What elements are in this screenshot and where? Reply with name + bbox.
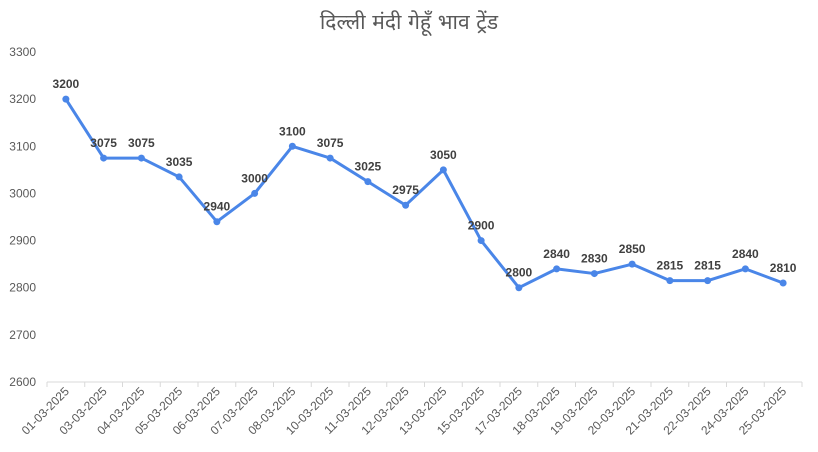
data-label: 3000 (241, 171, 268, 185)
data-point (62, 95, 70, 103)
y-axis: 2600 2700 2800 2900 3000 3100 3200 3300 (9, 45, 36, 389)
data-point (590, 270, 598, 278)
data-point (553, 265, 561, 273)
data-point (439, 166, 447, 174)
data-label: 3100 (279, 124, 306, 138)
data-label: 3025 (355, 160, 382, 174)
data-point (100, 154, 108, 162)
series-layer (62, 95, 787, 292)
data-label: 2840 (543, 247, 570, 261)
data-labels: 3200 3075 3075 3035 2940 3000 3100 3075 3025 2975… (53, 77, 797, 280)
data-point (402, 201, 410, 209)
data-point (477, 237, 485, 245)
data-label: 2815 (694, 259, 721, 273)
data-label: 3075 (317, 136, 344, 150)
data-label: 2815 (657, 259, 684, 273)
chart-title: दिल्ली मंदी गेहूँ भाव ट्रेंड (319, 10, 499, 34)
data-label: 3035 (166, 155, 193, 169)
data-label: 2800 (506, 266, 533, 280)
y-tick-label: 3000 (9, 186, 36, 200)
y-tick-label: 2600 (9, 375, 36, 389)
data-point (364, 178, 372, 186)
data-point (251, 189, 259, 197)
data-point (666, 277, 674, 285)
data-point (741, 265, 749, 273)
x-axis: 01-03-202503-03-202504-03-202505-03-2025… (19, 382, 803, 438)
data-label: 2900 (468, 219, 495, 233)
data-point (628, 260, 636, 268)
data-label: 2940 (204, 200, 231, 214)
series-line (64, 98, 784, 290)
y-tick-label: 3100 (9, 139, 36, 153)
data-point (326, 154, 334, 162)
data-label: 2830 (581, 252, 608, 266)
data-label: 2840 (732, 247, 759, 261)
y-tick-label: 2900 (9, 234, 36, 248)
y-tick-label: 3300 (9, 45, 36, 59)
data-point (213, 218, 221, 226)
data-label: 3075 (128, 136, 155, 150)
data-point (515, 284, 523, 292)
data-point (175, 173, 183, 181)
data-label: 2810 (770, 261, 797, 275)
y-tick-label: 2800 (9, 281, 36, 295)
data-point (704, 277, 712, 285)
data-label: 3200 (53, 77, 80, 91)
y-tick-label: 2700 (9, 328, 36, 342)
data-point (137, 154, 145, 162)
data-point (288, 142, 296, 150)
data-label: 3050 (430, 148, 457, 162)
data-label: 2850 (619, 242, 646, 256)
y-tick-label: 3200 (9, 92, 36, 106)
data-label: 3075 (90, 136, 117, 150)
data-point (779, 279, 787, 287)
data-label: 2975 (392, 183, 419, 197)
